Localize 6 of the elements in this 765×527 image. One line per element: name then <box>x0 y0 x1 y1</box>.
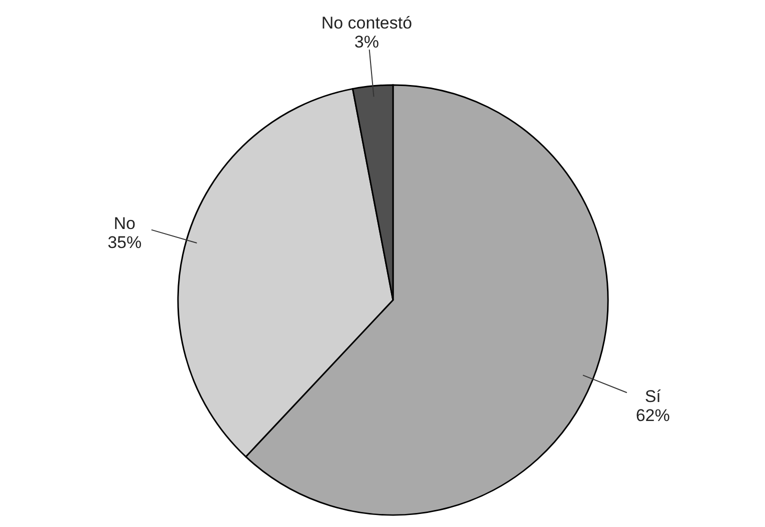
slice-label: No contestó <box>321 14 412 33</box>
slice-label: Sí <box>644 386 662 406</box>
slice-label: No <box>114 214 136 234</box>
data-label: 3% <box>354 32 379 52</box>
data-label: 62% <box>636 406 670 425</box>
data-label: 35% <box>108 233 142 252</box>
